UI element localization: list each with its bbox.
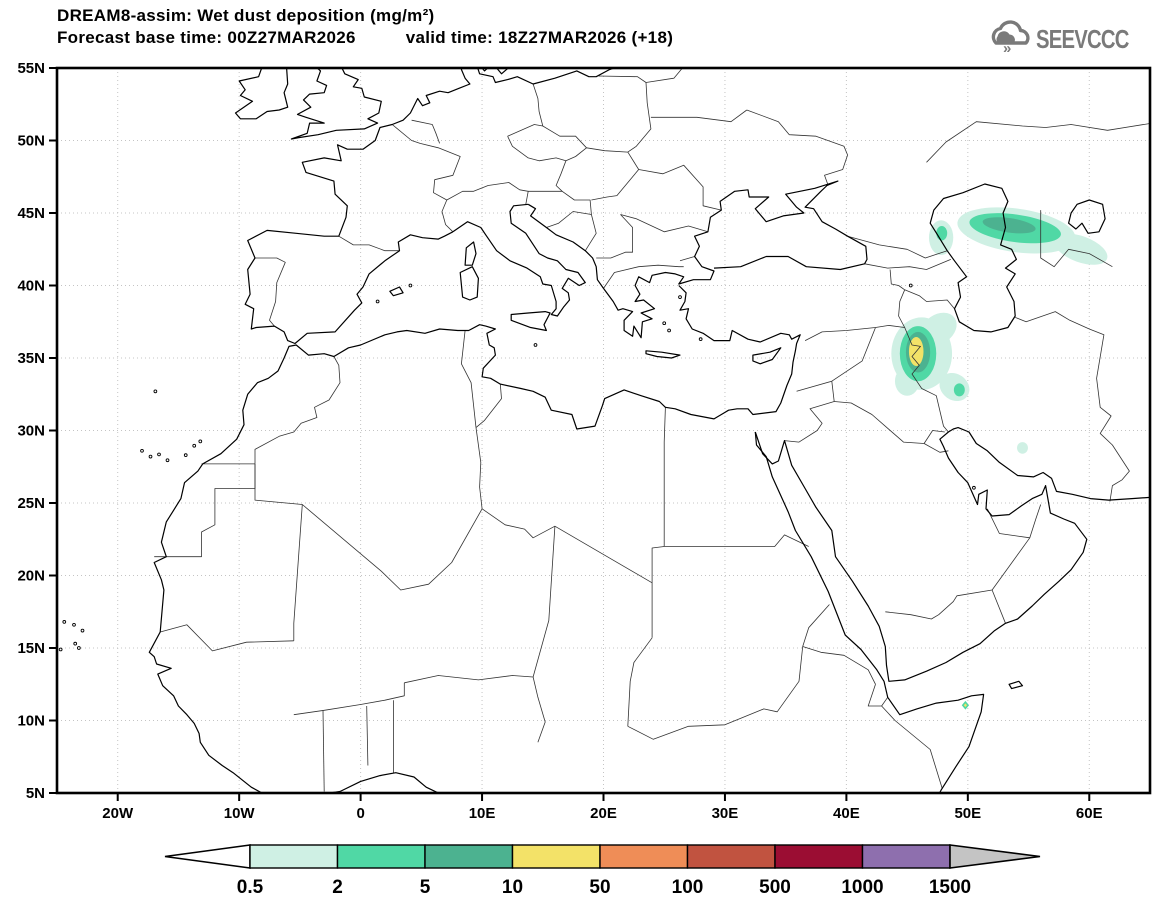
- legend-value-label: 1000: [841, 877, 883, 898]
- island-dot: [678, 295, 682, 299]
- legend-value-label: 100: [672, 877, 704, 898]
- lon-tick-label: 10E: [469, 805, 496, 822]
- legend-colorbar: 0.5 2 5 10 50 100 500 1000 1500: [164, 844, 1041, 898]
- island-dot: [375, 299, 380, 304]
- lat-tick-label: 40N: [17, 278, 45, 295]
- island-dot: [62, 620, 67, 624]
- lat-tick-label: 10N: [17, 713, 45, 730]
- legend-segment: [774, 844, 864, 869]
- lat-tick-label: 55N: [17, 60, 45, 77]
- island-dot: [148, 454, 153, 459]
- lon-axis: 20W 10W 0 10E 20E 30E 40E 50E 60E: [102, 793, 1103, 822]
- country-borders: [154, 68, 1150, 792]
- dust-blob-level1: [1017, 442, 1028, 454]
- logo-text: SEEVCCC: [1036, 24, 1129, 54]
- lat-axis: 55N 50N 45N 40N 35N 30N 25N 20N 15N 10N 5N: [17, 60, 57, 802]
- island-dot: [667, 328, 671, 333]
- legend-segment: [249, 844, 339, 869]
- svg-text:»: »: [1003, 40, 1011, 56]
- island-dot: [192, 443, 197, 448]
- legend-right-arrow: [949, 844, 1041, 869]
- cloud-logo-icon: »: [986, 18, 1036, 61]
- forecast-base-time-label: Forecast base time: 00Z27MAR2026: [57, 28, 356, 47]
- lon-tick-label: 40E: [833, 805, 860, 822]
- legend-value-label: 1500: [929, 877, 971, 898]
- legend-segment: [424, 844, 514, 869]
- seevccc-logo: » SEEVCCC: [986, 18, 1155, 61]
- legend-segment: [686, 844, 776, 869]
- lon-tick-label: 60E: [1076, 805, 1103, 822]
- dust-blob-level1: [1054, 233, 1108, 265]
- island-dot: [80, 628, 85, 633]
- lon-tick-label: 50E: [954, 805, 981, 822]
- legend-segment: [336, 844, 426, 869]
- lat-tick-label: 20N: [17, 568, 45, 585]
- legend-value-label: 10: [502, 877, 523, 898]
- lat-tick-label: 50N: [17, 133, 45, 150]
- legend-value-label: 500: [759, 877, 791, 898]
- island-dot: [198, 439, 203, 444]
- island-dot: [73, 641, 78, 646]
- coastlines: [58, 68, 1150, 793]
- island-dot: [908, 283, 913, 288]
- island-dot: [972, 485, 976, 490]
- lon-tick-label: 20E: [590, 805, 617, 822]
- dust-blob-level4: [963, 703, 967, 708]
- map-area: [57, 68, 1150, 793]
- legend-value-label: 5: [420, 877, 431, 898]
- lon-tick-label: 20W: [102, 805, 134, 822]
- lat-tick-label: 35N: [17, 350, 45, 367]
- island-dot: [153, 389, 158, 394]
- dust-blob-level2: [953, 383, 965, 397]
- dust-blob-level3: [982, 217, 1036, 234]
- lat-tick-label: 25N: [17, 495, 45, 512]
- legend-value-label: 50: [589, 877, 610, 898]
- legend-segment: [511, 844, 601, 869]
- grid-lines: [57, 68, 1150, 793]
- island-dot: [140, 448, 144, 453]
- chart-title: DREAM8-assim: Wet dust deposition (mg/m²…: [57, 6, 435, 25]
- dust-blob-level2: [936, 226, 948, 241]
- island-dot: [533, 343, 538, 347]
- legend-segment: [861, 844, 951, 869]
- lon-tick-label: 30E: [712, 805, 739, 822]
- lat-tick-label: 5N: [26, 785, 45, 802]
- lat-tick-label: 30N: [17, 423, 45, 440]
- island-dot: [58, 647, 63, 652]
- lat-tick-label: 15N: [17, 640, 45, 657]
- legend-value-label: 2: [332, 877, 343, 898]
- legend-left-arrow: [164, 844, 251, 869]
- dust-deposition-layer: [891, 207, 1108, 710]
- lat-tick-label: 45N: [17, 205, 45, 222]
- island-dot: [183, 453, 188, 457]
- lon-tick-label: 10W: [224, 805, 256, 822]
- island-dot: [165, 458, 170, 463]
- island-dot: [157, 452, 161, 457]
- valid-time-label: valid time: 18Z27MAR2026 (+18): [405, 28, 674, 47]
- island-dot: [408, 283, 413, 288]
- legend-segment: [599, 844, 689, 869]
- island-dot: [72, 622, 76, 627]
- island-dot: [662, 321, 667, 326]
- lon-tick-label: 0: [356, 805, 364, 822]
- island-dot: [77, 646, 81, 650]
- legend-value-label: 0.5: [237, 877, 264, 898]
- island-dot: [698, 337, 703, 341]
- chart-subtitle: Forecast base time: 00Z27MAR2026 valid ti…: [57, 28, 673, 48]
